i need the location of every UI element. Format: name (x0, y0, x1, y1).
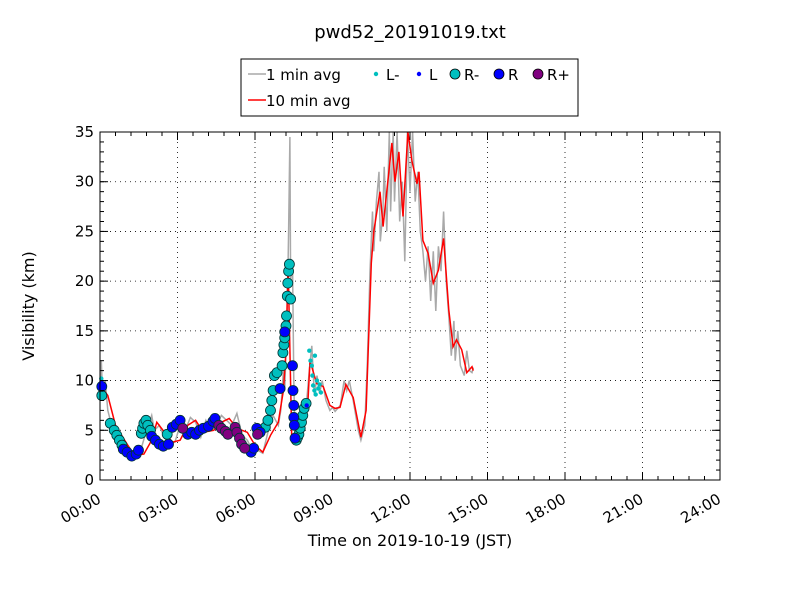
x-tick-label: 06:00 (213, 490, 259, 527)
x-tick-label: 15:00 (445, 490, 491, 527)
marker-rminus (276, 360, 288, 372)
marker-lminus (316, 386, 321, 391)
marker-r (133, 444, 144, 456)
legend: 1 min avg L- L R- R R+ 10 min avg (240, 58, 579, 117)
y-tick-label: 20 (75, 272, 94, 290)
y-tick-label: 35 (75, 123, 94, 141)
marker-lminus (312, 388, 317, 393)
x-tick-label: 00:00 (58, 490, 104, 527)
legend-label-1min: 1 min avg (266, 66, 341, 84)
marker-l (304, 403, 309, 408)
x-tick-label: 21:00 (600, 490, 646, 527)
y-tick-label: 10 (75, 372, 94, 390)
y-tick-label: 5 (84, 421, 94, 439)
marker-layer (96, 258, 324, 462)
legend-swatch-rplus (532, 68, 544, 80)
marker-rminus (282, 277, 294, 289)
x-tick-label: 18:00 (523, 490, 569, 527)
chart-title: pwd52_20191019.txt (314, 22, 506, 43)
marker-rminus (266, 395, 278, 406)
marker-rplus (177, 422, 189, 434)
x-tick-label: 12:00 (368, 490, 414, 527)
marker-lminus (310, 383, 316, 388)
x-tick-label: 24:00 (678, 490, 724, 527)
legend-swatch-l (416, 71, 422, 77)
marker-lminus (308, 358, 313, 363)
legend-swatch-lminus (373, 71, 379, 77)
marker-lminus (307, 348, 312, 353)
y-tick-label: 30 (75, 173, 94, 191)
marker-lminus (318, 390, 324, 395)
marker-rminus (283, 258, 295, 270)
y-axis-label: Visibility (km) (19, 251, 38, 360)
legend-label-l: L (429, 66, 438, 84)
legend-label-10min: 10 min avg (266, 92, 351, 110)
legend-swatch-r (493, 68, 505, 80)
marker-r (279, 326, 291, 338)
marker-rminus (262, 414, 274, 426)
marker-lminus (314, 378, 320, 383)
marker-r (274, 383, 286, 394)
marker-lminus (317, 382, 322, 387)
legend-label-rminus: R- (464, 66, 479, 84)
y-tick-label: 15 (75, 322, 94, 340)
marker-r (163, 438, 174, 450)
marker-r (288, 399, 300, 411)
marker-r (287, 360, 298, 372)
x-tick-label: 03:00 (135, 490, 181, 527)
legend-swatch-rminus (449, 68, 461, 80)
marker-lminus (309, 363, 314, 368)
x-tick-label: 09:00 (290, 490, 336, 527)
marker-rminus (281, 310, 292, 322)
marker-rminus (265, 404, 276, 416)
marker-rplus (252, 428, 264, 440)
legend-label-r: R (508, 66, 518, 84)
legend-label-lminus: L- (386, 66, 400, 84)
legend-label-rplus: R+ (547, 66, 570, 84)
marker-lminus (313, 392, 318, 397)
y-tick-label: 0 (84, 471, 94, 489)
x-axis-label: Time on 2019-10-19 (JST) (307, 531, 512, 550)
marker-r (289, 432, 301, 444)
marker-rplus (239, 442, 251, 454)
marker-r (248, 442, 260, 454)
legend-box (240, 58, 579, 117)
marker-rminus (285, 293, 297, 305)
marker-r (288, 419, 300, 431)
marker-rminus (96, 390, 108, 401)
marker-lminus (312, 353, 318, 358)
marker-lminus (310, 373, 315, 378)
y-tick-label: 25 (75, 222, 94, 240)
marker-r (287, 385, 299, 396)
